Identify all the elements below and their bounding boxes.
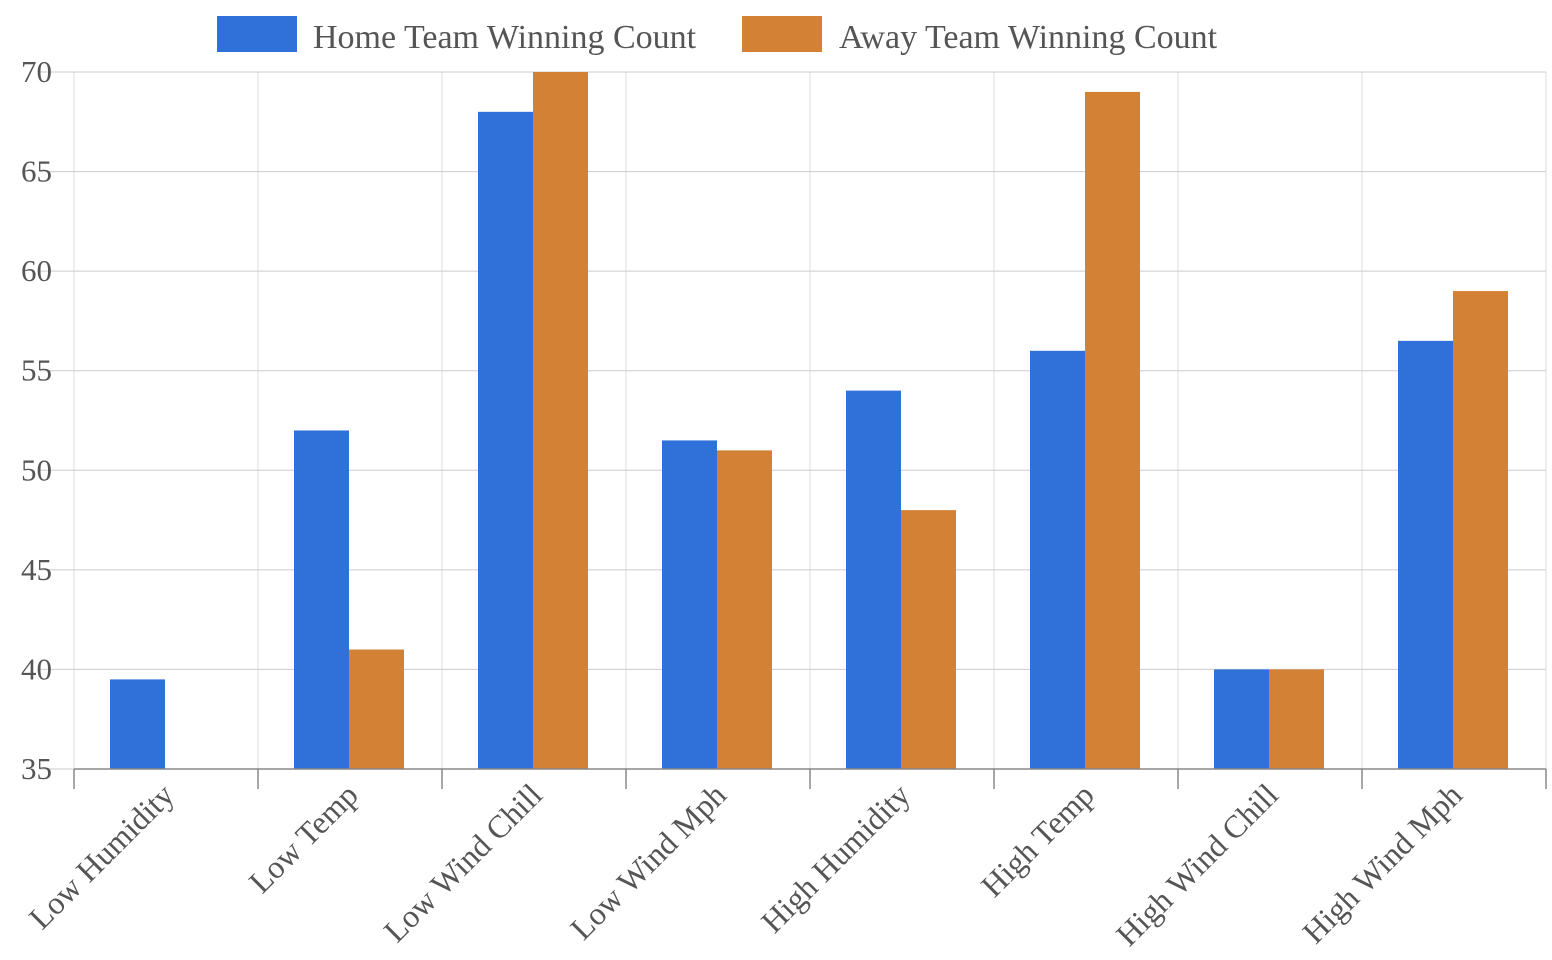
bar-away[interactable]: [901, 510, 956, 769]
x-category-label: High Wind Mph: [1295, 776, 1469, 950]
y-tick-label: 65: [21, 154, 52, 189]
bar-away[interactable]: [1269, 669, 1324, 769]
legend-label: Away Team Winning Count: [839, 19, 1218, 56]
x-category-label: Low Wind Mph: [563, 776, 733, 946]
x-category-label: Low Temp: [242, 776, 365, 899]
bar-home[interactable]: [1398, 340, 1453, 769]
legend: Home Team Winning Count Away Team Winning…: [217, 16, 1218, 56]
bar-away[interactable]: [533, 72, 588, 769]
y-tick-label: 55: [21, 353, 52, 388]
y-tick-label: 60: [21, 253, 52, 288]
grid-layer: [40, 71, 1547, 770]
bar-home[interactable]: [662, 440, 717, 769]
y-tick-label: 70: [21, 54, 52, 89]
legend-swatch: [742, 16, 822, 52]
x-category-label: High Wind Chill: [1109, 776, 1285, 952]
bar-home[interactable]: [1030, 350, 1085, 769]
x-category-label: High Temp: [974, 776, 1101, 903]
y-tick-label: 35: [21, 751, 52, 786]
y-tick-label: 40: [21, 651, 52, 686]
bar-away[interactable]: [1453, 291, 1508, 769]
bar-home[interactable]: [478, 111, 533, 770]
bar-away[interactable]: [349, 649, 404, 769]
y-tick-label: 50: [21, 452, 52, 487]
bar-away[interactable]: [1085, 91, 1140, 769]
bar-home[interactable]: [1214, 669, 1269, 769]
x-category-label: Low Humidity: [22, 776, 181, 935]
legend-swatch: [217, 16, 297, 52]
bar-away[interactable]: [717, 450, 772, 769]
x-category-label: Low Wind Chill: [376, 776, 549, 949]
y-tick-label: 45: [21, 552, 52, 587]
legend-label: Home Team Winning Count: [313, 19, 697, 56]
bar-home[interactable]: [294, 430, 349, 769]
bars-layer: [110, 72, 1508, 770]
bar-home[interactable]: [846, 390, 901, 769]
x-category-label: High Humidity: [754, 776, 917, 939]
bar-home[interactable]: [110, 679, 165, 769]
